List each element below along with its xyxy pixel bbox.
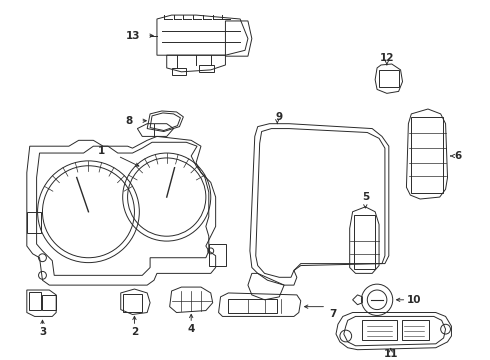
- Text: 1: 1: [98, 146, 105, 156]
- Text: 11: 11: [384, 348, 398, 359]
- Bar: [363, 320, 396, 340]
- Text: 8: 8: [125, 116, 132, 126]
- Bar: [411, 117, 442, 193]
- Text: 12: 12: [380, 53, 394, 63]
- Bar: [401, 320, 429, 340]
- Text: 3: 3: [39, 327, 46, 337]
- Bar: [379, 70, 398, 87]
- Bar: [354, 215, 375, 270]
- Bar: [29, 292, 41, 310]
- Text: 2: 2: [131, 327, 138, 337]
- Text: 4: 4: [188, 324, 195, 334]
- Text: 10: 10: [407, 295, 421, 305]
- Text: 13: 13: [126, 31, 140, 41]
- Text: 5: 5: [362, 192, 369, 202]
- Text: 6: 6: [455, 151, 462, 161]
- Bar: [209, 244, 226, 266]
- Bar: [27, 212, 41, 233]
- Bar: [43, 295, 56, 310]
- Text: 9: 9: [276, 112, 283, 122]
- Bar: [228, 299, 277, 312]
- Text: 7: 7: [329, 310, 337, 319]
- Bar: [122, 294, 142, 311]
